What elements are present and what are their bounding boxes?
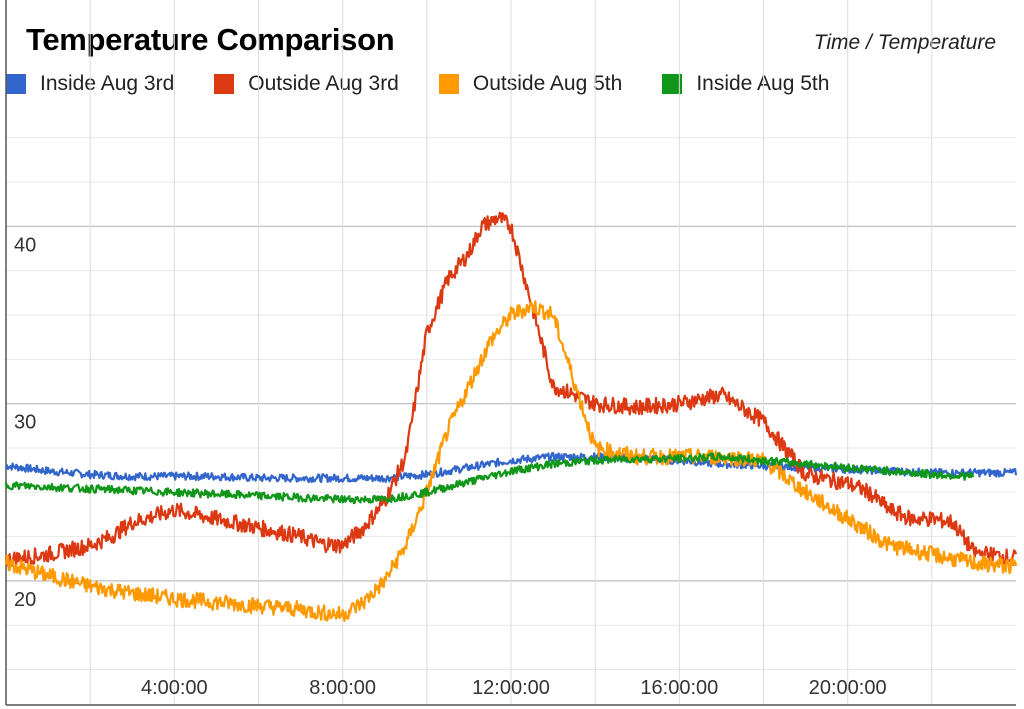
y-tick-label: 20 bbox=[14, 589, 36, 611]
chart-title: Temperature Comparison bbox=[26, 22, 395, 57]
y-tick-label: 30 bbox=[14, 412, 36, 434]
legend: Inside Aug 3rd Outside Aug 3rd Outside A… bbox=[6, 70, 869, 98]
series-line-3 bbox=[4, 452, 975, 505]
x-tick-label: 12:00:00 bbox=[472, 677, 550, 699]
legend-swatch bbox=[6, 74, 26, 94]
legend-item-inside-aug-5th[interactable]: Inside Aug 5th bbox=[662, 72, 829, 96]
legend-label: Inside Aug 5th bbox=[696, 72, 830, 95]
legend-label: Inside Aug 3rd bbox=[40, 72, 175, 95]
legend-item-outside-aug-5th[interactable]: Outside Aug 5th bbox=[438, 72, 623, 96]
legend-item-inside-aug-3rd[interactable]: Inside Aug 3rd bbox=[6, 72, 174, 96]
series-line-2 bbox=[4, 300, 1018, 622]
chart-subtitle: Time / Temperature bbox=[813, 31, 996, 54]
series-line-1 bbox=[4, 211, 1018, 567]
legend-item-outside-aug-3rd[interactable]: Outside Aug 3rd bbox=[214, 72, 399, 96]
y-tick-label: 40 bbox=[14, 234, 36, 256]
legend-swatch bbox=[662, 74, 683, 94]
x-tick-label: 20:00:00 bbox=[809, 677, 887, 699]
x-tick-label: 8:00:00 bbox=[309, 677, 376, 699]
x-tick-label: 16:00:00 bbox=[640, 677, 718, 699]
x-tick-label: 4:00:00 bbox=[141, 677, 208, 699]
legend-swatch bbox=[438, 74, 459, 94]
legend-label: Outside Aug 3rd bbox=[248, 72, 399, 95]
legend-label: Outside Aug 5th bbox=[472, 72, 623, 95]
legend-swatch bbox=[214, 74, 235, 94]
